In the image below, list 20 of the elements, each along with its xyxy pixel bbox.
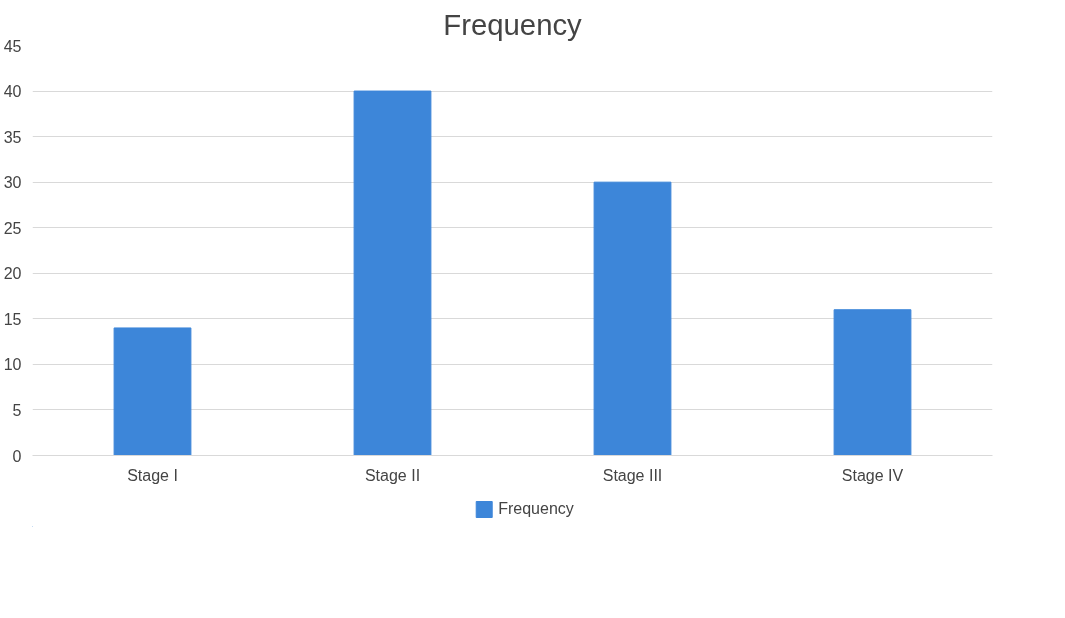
x-tick-label: Stage II bbox=[364, 466, 421, 484]
y-tick-label: 40 bbox=[3, 83, 22, 101]
legend-label: Frequency bbox=[498, 499, 574, 518]
y-tick-label: 20 bbox=[3, 265, 22, 283]
y-tick-label: 35 bbox=[3, 128, 22, 146]
x-tick-label: Stage III bbox=[602, 466, 663, 484]
bar bbox=[833, 309, 912, 456]
y-tick-label: 30 bbox=[3, 174, 22, 192]
chart-title: Frequency bbox=[443, 7, 583, 41]
x-tick-label: Stage I bbox=[127, 466, 178, 484]
x-tick-label: Stage IV bbox=[841, 466, 904, 484]
bar bbox=[353, 90, 432, 456]
bar bbox=[113, 327, 192, 456]
y-tick-label: 10 bbox=[3, 356, 22, 374]
y-tick-label: 25 bbox=[3, 219, 22, 237]
y-tick-label: 0 bbox=[12, 447, 22, 465]
y-tick-label: 5 bbox=[12, 401, 22, 419]
bar bbox=[593, 181, 672, 456]
y-tick-label: 45 bbox=[3, 37, 22, 55]
y-tick-label: 15 bbox=[3, 310, 22, 328]
